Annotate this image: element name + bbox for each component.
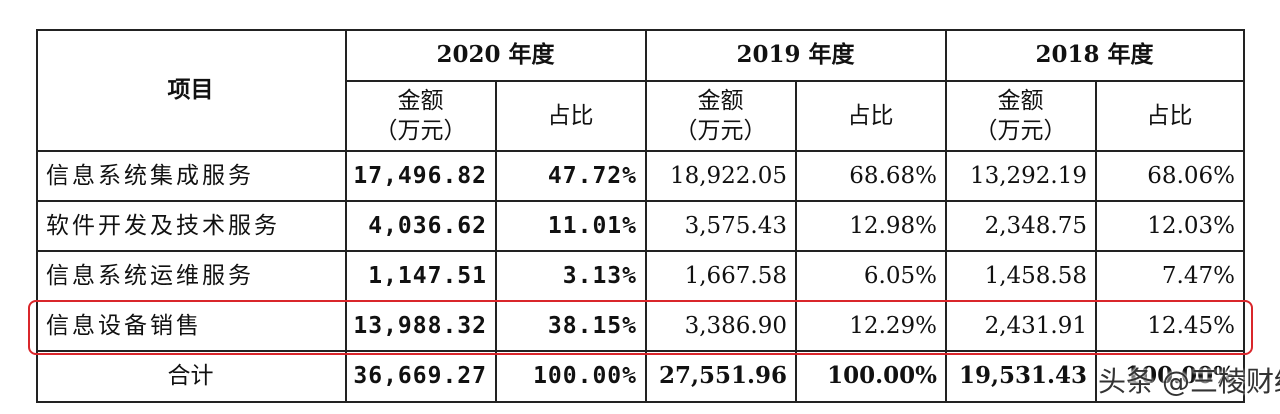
- cell-text: 信息设备销售: [46, 312, 202, 339]
- cell-text: 18,922.05: [669, 162, 787, 189]
- cell-text: 12.98%: [849, 212, 937, 239]
- value-cell: 17,496.82: [346, 151, 497, 202]
- cell-text: 68.68%: [849, 162, 937, 189]
- cell-text: 占比: [547, 102, 594, 129]
- cell-text: 100.00%: [1125, 362, 1235, 389]
- highlight-box: [28, 300, 1253, 355]
- cell-text: 3,386.90: [684, 312, 787, 339]
- header-amount: 金额 （万元）: [946, 81, 1097, 152]
- cell-text: 12.45%: [1147, 312, 1235, 339]
- header-share: 占比: [1096, 81, 1245, 152]
- cell-text: 4,036.62: [368, 212, 487, 239]
- value-cell: 100.00%: [1096, 351, 1245, 403]
- cell-text: 2,348.75: [984, 212, 1087, 239]
- value-cell: 6.05%: [796, 251, 947, 302]
- row-label: 合计: [36, 351, 347, 403]
- cell-text: 6.05%: [863, 262, 937, 289]
- value-cell: 1,147.51: [346, 251, 497, 302]
- header-share: 占比: [796, 81, 947, 152]
- cell-text: 信息系统集成服务: [46, 162, 254, 189]
- header-year: 2020 年度: [346, 29, 647, 82]
- header-amount: 金额 （万元）: [646, 81, 797, 152]
- value-cell: 68.06%: [1096, 151, 1245, 202]
- cell-text: 47.72%: [547, 162, 637, 189]
- cell-text: 7.47%: [1161, 262, 1235, 289]
- value-cell: 12.45%: [1096, 301, 1245, 352]
- cell-text: 项目: [167, 75, 214, 103]
- value-cell: 11.01%: [496, 201, 647, 252]
- row-label: 信息系统集成服务: [36, 151, 347, 202]
- cell-text: 12.29%: [849, 312, 937, 339]
- value-cell: 12.29%: [796, 301, 947, 352]
- cell-text: 金额: [397, 87, 444, 114]
- cell-text: 36,669.27: [353, 363, 487, 389]
- value-cell: 4,036.62: [346, 201, 497, 252]
- cell-text: 合计: [167, 363, 214, 389]
- watermark-text: 头条: [1098, 365, 1155, 398]
- cell-text: 2018 年度: [1035, 40, 1154, 68]
- table-frame: [36, 29, 1245, 403]
- watermark: 头条@三棱财经: [1098, 360, 1280, 400]
- cell-text: 100.00%: [827, 362, 937, 389]
- cell-text: 13,292.19: [969, 162, 1087, 189]
- cell-text: 3,575.43: [684, 212, 787, 239]
- value-cell: 27,551.96: [646, 351, 797, 403]
- cell-text: 12.03%: [1147, 212, 1235, 239]
- cell-text: 软件开发及技术服务: [46, 212, 280, 239]
- cell-text: （万元）: [674, 117, 767, 144]
- cell-text: 11.01%: [547, 212, 637, 239]
- cell-text: 1,458.58: [984, 262, 1087, 289]
- value-cell: 12.03%: [1096, 201, 1245, 252]
- cell-text: 1,667.58: [684, 262, 787, 289]
- cell-text: （万元）: [974, 117, 1067, 144]
- value-cell: 1,458.58: [946, 251, 1097, 302]
- cell-text: 19,531.43: [958, 362, 1087, 389]
- value-cell: 18,922.05: [646, 151, 797, 202]
- value-cell: 2,431.91: [946, 301, 1097, 352]
- row-label: 信息系统运维服务: [36, 251, 347, 302]
- cell-text: 17,496.82: [353, 162, 487, 189]
- value-cell: 19,531.43: [946, 351, 1097, 403]
- cell-text: 占比: [1146, 102, 1193, 129]
- value-cell: 47.72%: [496, 151, 647, 202]
- header-year: 2018 年度: [946, 29, 1245, 82]
- row-label: 软件开发及技术服务: [36, 201, 347, 252]
- value-cell: 13,292.19: [946, 151, 1097, 202]
- value-cell: 13,988.32: [346, 301, 497, 352]
- cell-text: 2020 年度: [436, 40, 555, 68]
- value-cell: 12.98%: [796, 201, 947, 252]
- cell-text: 占比: [847, 102, 894, 129]
- cell-text: 信息系统运维服务: [46, 262, 254, 289]
- value-cell: 68.68%: [796, 151, 947, 202]
- cell-text: 13,988.32: [353, 312, 487, 339]
- cell-text: 金额: [697, 87, 744, 114]
- header-item: 项目: [36, 29, 347, 152]
- cell-text: 1,147.51: [368, 262, 487, 289]
- header-share: 占比: [496, 81, 647, 152]
- value-cell: 3.13%: [496, 251, 647, 302]
- watermark-text: @三棱财经: [1162, 365, 1280, 398]
- value-cell: 3,386.90: [646, 301, 797, 352]
- cell-text: 金额: [997, 87, 1044, 114]
- value-cell: 7.47%: [1096, 251, 1245, 302]
- cell-text: 3.13%: [562, 262, 637, 289]
- value-cell: 100.00%: [796, 351, 947, 403]
- value-cell: 36,669.27: [346, 351, 497, 403]
- value-cell: 3,575.43: [646, 201, 797, 252]
- value-cell: 1,667.58: [646, 251, 797, 302]
- value-cell: 100.00%: [496, 351, 647, 403]
- cell-text: 38.15%: [547, 312, 637, 339]
- cell-text: 68.06%: [1147, 162, 1235, 189]
- header-year: 2019 年度: [646, 29, 947, 82]
- cell-text: 100.00%: [533, 363, 637, 389]
- cell-text: 2019 年度: [736, 40, 855, 68]
- header-amount: 金额 （万元）: [346, 81, 497, 152]
- value-cell: 38.15%: [496, 301, 647, 352]
- cell-text: 2,431.91: [984, 312, 1087, 339]
- cell-text: （万元）: [374, 117, 467, 144]
- value-cell: 2,348.75: [946, 201, 1097, 252]
- row-label: 信息设备销售: [36, 301, 347, 352]
- cell-text: 27,551.96: [658, 362, 787, 389]
